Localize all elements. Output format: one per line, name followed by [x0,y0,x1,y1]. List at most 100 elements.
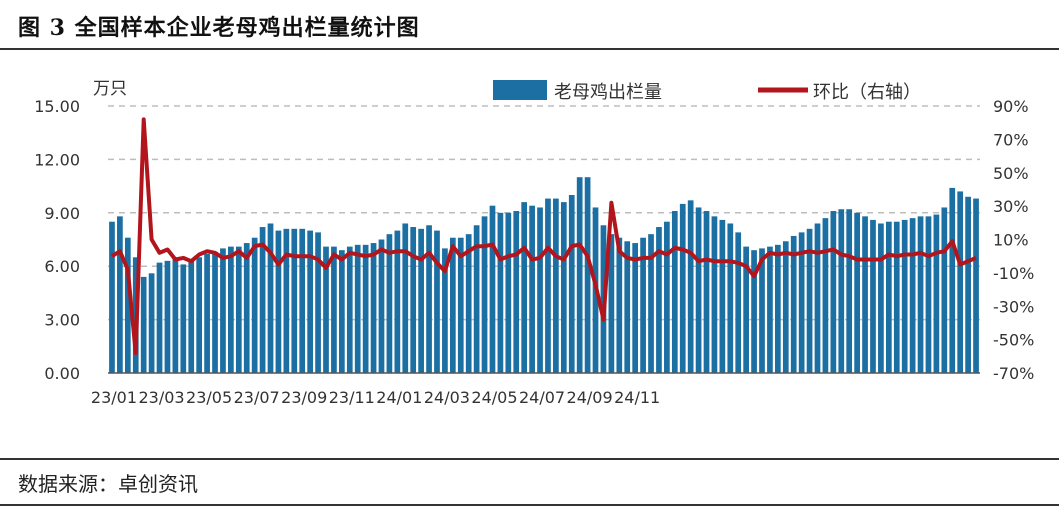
bar [140,276,147,373]
bar [806,228,813,373]
x-tick-label: 23/11 [329,388,375,407]
legend-bar-swatch [493,80,547,100]
bar [822,218,829,373]
bar [267,223,274,373]
bar [251,237,258,373]
bar [339,250,345,373]
bar [790,235,797,373]
y-left-tick-label: 6.00 [44,257,80,276]
bar [489,205,496,373]
bar [933,214,940,373]
bar [767,246,773,373]
x-tick-label: 23/07 [234,388,280,407]
x-tick-label: 23/01 [91,388,137,407]
bar [782,241,789,373]
y-right-tick-label: 70% [993,130,1029,149]
bar [291,228,298,373]
x-tick-label: 24/11 [614,388,660,407]
y-right-tick-label: -70% [993,364,1034,383]
bar [695,207,702,373]
bar [204,253,210,373]
bar [703,211,710,373]
bar [917,216,924,373]
bar [299,228,306,373]
x-tick-label: 23/05 [186,388,232,407]
x-tick-label: 24/01 [376,388,422,407]
bar [743,246,749,373]
bar [735,232,742,373]
y-left-tick-label: 3.00 [44,311,80,330]
bar [220,248,226,373]
bar [354,244,361,373]
bar [671,211,678,373]
y-left-tick-label: 9.00 [44,204,80,223]
bar [560,202,567,373]
bar [505,212,512,373]
bar [434,230,440,373]
bar [973,198,979,373]
bar [283,228,290,373]
bar [679,203,686,373]
bar [235,246,242,373]
bar [124,237,131,373]
x-tick-label: 23/03 [138,388,184,407]
bar [545,198,551,373]
bar [537,207,543,373]
bar [473,225,480,373]
bar [370,243,377,373]
bar [465,234,472,373]
bar-series [109,177,979,373]
y-left-tick-label: 12.00 [34,150,80,169]
bar [196,257,203,373]
bar [402,223,409,373]
bar [410,227,417,373]
bar [553,198,559,373]
bar [862,216,868,373]
y-right-tick-label: -30% [993,297,1034,316]
bar [331,246,337,373]
y-right-tick-label: 10% [993,231,1029,250]
y-right-tick-label: -50% [993,331,1034,350]
legend: 老母鸡出栏量 环比（右轴） [493,80,921,103]
bar [362,244,369,373]
y-right-tick-label: 50% [993,164,1029,183]
bar [109,221,115,373]
bar [481,216,488,373]
source-footer: 数据来源：卓创资讯 [0,458,1059,506]
bar [664,221,670,373]
legend-bar-label: 老母鸡出栏量 [554,82,662,103]
figure-title-bar: 图 3 全国样本企业老母鸡出栏量统计图 [0,0,1059,50]
line-series-path [110,117,977,355]
y-left-unit-label: 万只 [93,79,127,99]
bar [513,211,520,373]
axes: 0.00 3.00 6.00 9.00 12.00 15.00 -70% -50% -30% -1… [34,79,1034,407]
bar [584,177,591,373]
figure-title: 图 3 全国样本企业老母鸡出栏量统计图 [18,15,420,41]
bar [687,200,694,373]
bar [838,209,845,373]
bar [378,239,385,373]
bar [941,207,948,373]
bar [949,187,956,373]
bar [846,209,853,373]
bar [616,237,623,373]
bar [315,232,321,373]
bar [608,234,615,373]
bar [568,195,575,373]
bar [656,227,662,373]
bar [632,243,639,373]
bar [228,246,234,373]
bar [648,234,654,373]
y-right-tick-label: 90% [993,97,1029,116]
bar [854,212,860,373]
bar [529,205,535,373]
bar [814,223,821,373]
bar [426,225,432,373]
bar [418,228,424,373]
bar [172,259,179,373]
bar [497,212,504,373]
bar [259,227,266,373]
y-right-tick-label: 30% [993,197,1029,216]
y-left-tick-label: 0.00 [44,364,80,383]
